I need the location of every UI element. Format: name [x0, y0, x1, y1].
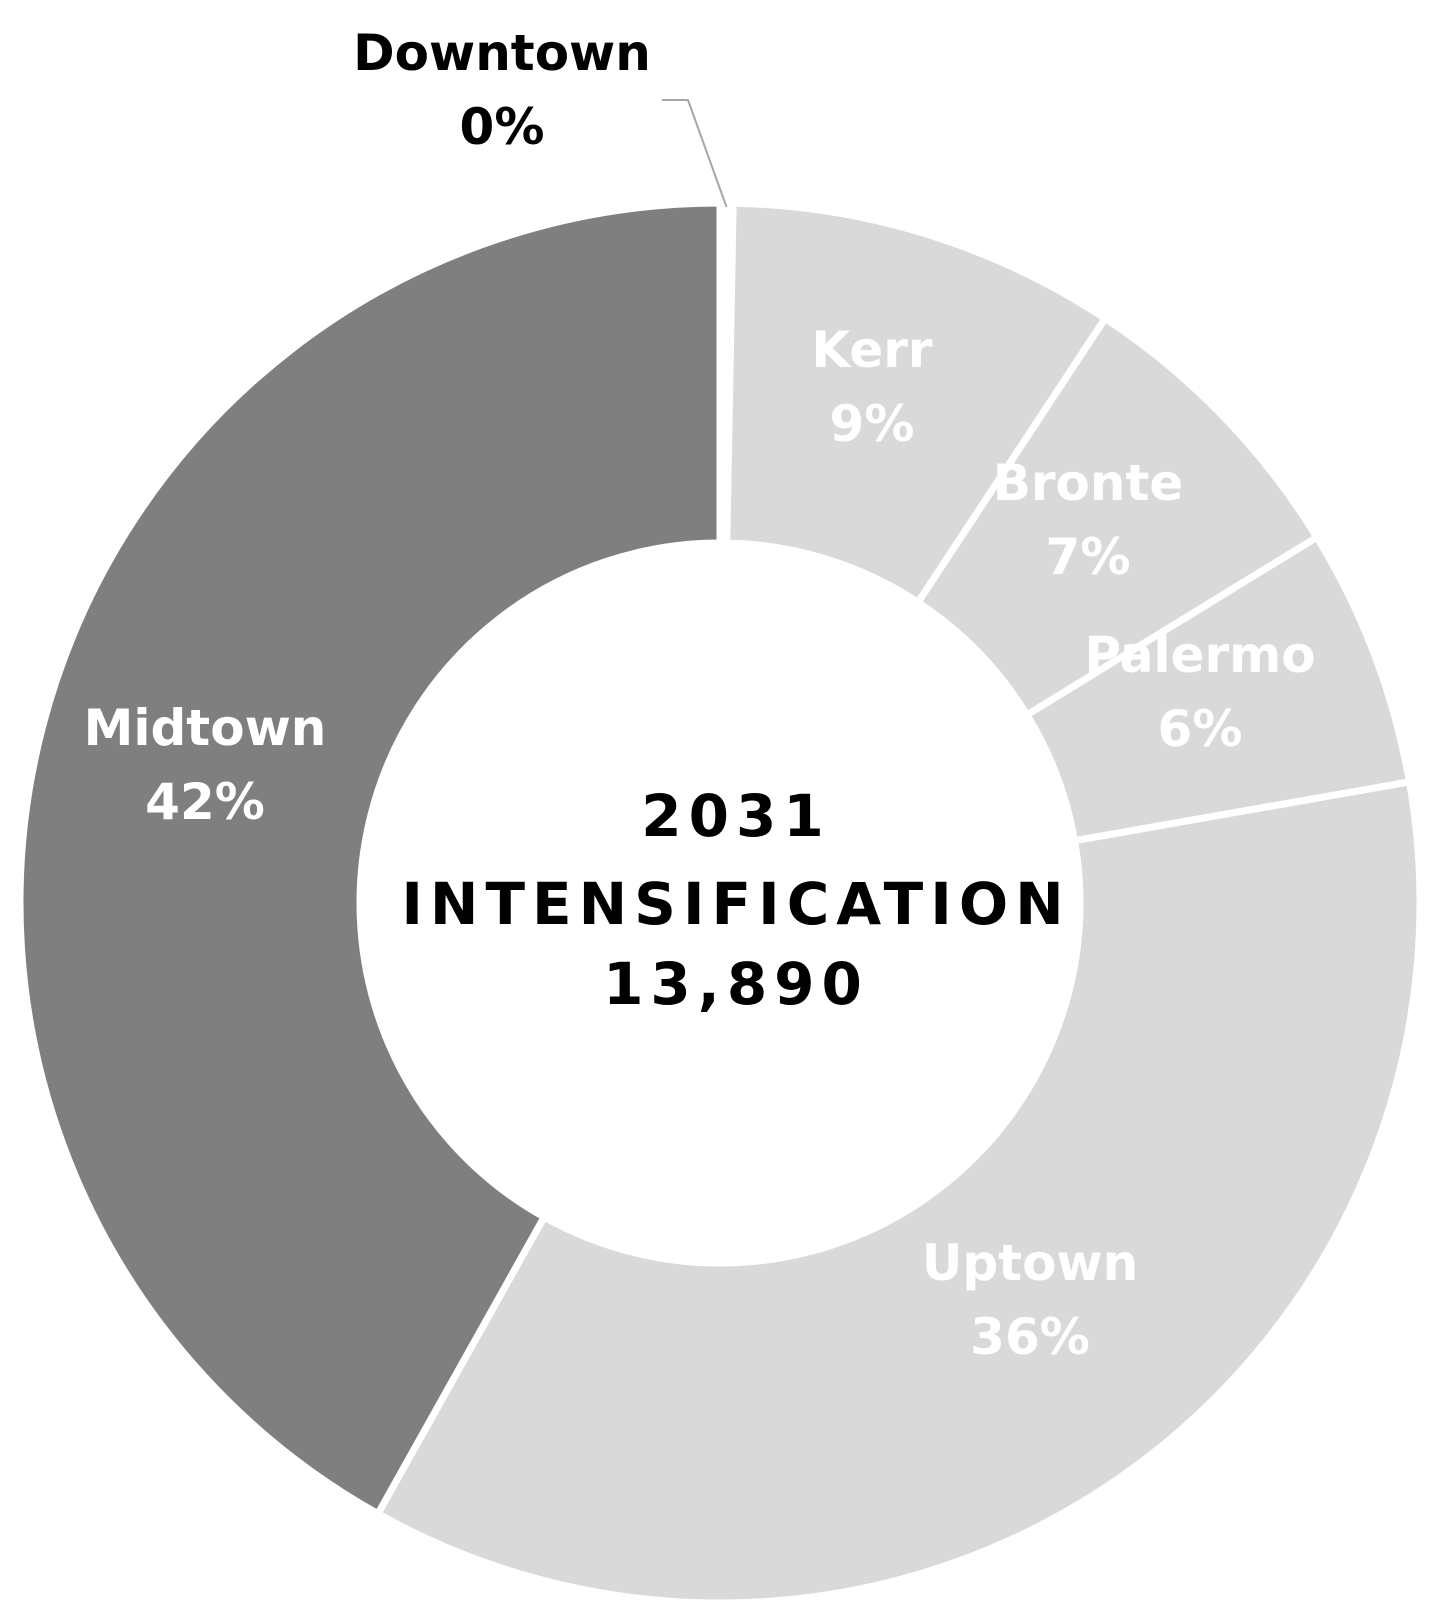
donut-slices: [16, 199, 1424, 1607]
slice-label-uptown: Uptown: [922, 1234, 1138, 1292]
slice-value-midtown: 42%: [145, 773, 265, 831]
leader-line-downtown: [662, 99, 728, 208]
slice-value-uptown: 36%: [970, 1308, 1090, 1366]
slice-label-kerr: Kerr: [811, 321, 932, 379]
slice-midtown: [16, 199, 724, 1519]
slice-label-midtown: Midtown: [84, 699, 327, 757]
slice-label-bronte: Bronte: [993, 454, 1184, 512]
slice-value-palermo: 6%: [1158, 700, 1243, 758]
slice-label-downtown: Downtown: [353, 24, 651, 82]
slice-value-kerr: 9%: [830, 395, 915, 453]
leader-lines: [662, 99, 728, 208]
slice-value-bronte: 7%: [1046, 528, 1131, 586]
center-label-line-1: 2031: [641, 782, 830, 850]
slice-kerr: [723, 199, 1110, 608]
center-label-line-2: INTENSIFICATION: [401, 870, 1070, 938]
slice-label-palermo: Palermo: [1084, 626, 1315, 684]
slice-uptown: [373, 777, 1424, 1607]
slice-labels: Downtown 0% Kerr 9% Bronte 7% Palermo 6% Uptown 3…: [84, 24, 1316, 1366]
center-label-line-3: 13,890: [603, 950, 869, 1018]
center-label: 2031 INTENSIFICATION 13,890: [401, 782, 1070, 1018]
slice-value-downtown: 0%: [460, 98, 545, 156]
